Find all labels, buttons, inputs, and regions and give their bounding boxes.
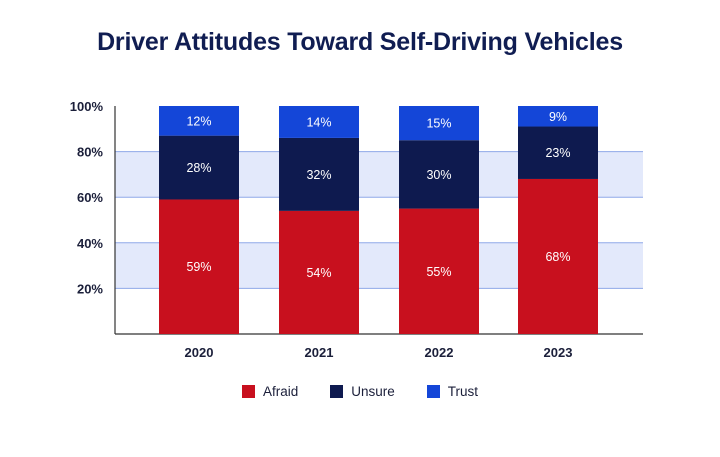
bar-unsure-2020 — [159, 135, 239, 200]
bar-label-unsure-2022: 30% — [426, 168, 451, 182]
bar-label-afraid-2023: 68% — [545, 250, 570, 264]
bar-trust-2022 — [399, 106, 479, 141]
bar-trust-2021 — [279, 106, 359, 138]
bar-label-unsure-2023: 23% — [545, 146, 570, 160]
legend-swatch-trust — [426, 385, 440, 398]
legend-item-afraid: Afraid — [241, 384, 299, 399]
bar-unsure-2022 — [399, 140, 479, 209]
x-tick-label-2022: 2022 — [425, 345, 454, 360]
chart-legend: Afraid Unsure Trust — [0, 384, 720, 399]
bar-afraid-2020 — [159, 199, 239, 334]
legend-label-trust: Trust — [447, 384, 479, 399]
y-tick-label-20: 20% — [77, 281, 103, 296]
bar-label-trust-2022: 15% — [426, 117, 451, 131]
legend-label-afraid: Afraid — [262, 384, 299, 399]
x-tick-label-2023: 2023 — [544, 345, 573, 360]
bar-afraid-2023 — [518, 178, 598, 334]
bar-label-trust-2021: 14% — [306, 115, 331, 129]
bar-unsure-2023 — [518, 126, 598, 179]
bar-label-afraid-2020: 59% — [186, 260, 211, 274]
bar-label-unsure-2021: 32% — [306, 168, 331, 182]
y-tick-label-80: 80% — [77, 145, 103, 160]
bar-trust-2020 — [159, 106, 239, 136]
legend-label-unsure: Unsure — [351, 384, 395, 399]
bar-unsure-2021 — [279, 137, 359, 211]
y-tick-label-100: 100% — [70, 99, 104, 114]
y-tick-label-40: 40% — [77, 236, 103, 251]
bar-label-trust-2020: 12% — [186, 114, 211, 128]
bar-label-unsure-2020: 28% — [186, 161, 211, 175]
bar-afraid-2021 — [279, 210, 359, 334]
bar-label-afraid-2021: 54% — [306, 266, 331, 280]
bar-trust-2023 — [518, 106, 598, 127]
bar-afraid-2022 — [399, 208, 479, 334]
y-tick-label-60: 60% — [77, 190, 103, 205]
bar-label-afraid-2022: 55% — [426, 265, 451, 279]
x-tick-label-2021: 2021 — [305, 345, 334, 360]
x-tick-label-2020: 2020 — [185, 345, 214, 360]
legend-item-unsure: Unsure — [330, 384, 395, 399]
bar-label-trust-2023: 9% — [549, 110, 567, 124]
legend-swatch-unsure — [330, 385, 344, 398]
chart-title: Driver Attitudes Toward Self-Driving Veh… — [97, 28, 623, 56]
legend-item-trust: Trust — [426, 384, 479, 399]
legend-swatch-afraid — [241, 385, 255, 398]
